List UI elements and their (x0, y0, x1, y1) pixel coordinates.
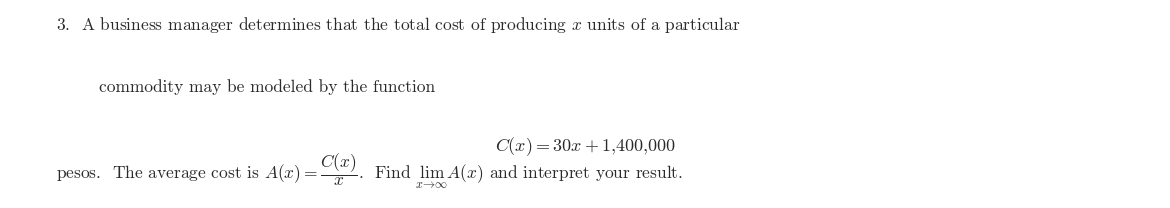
Text: $C(x) = 30x + 1{,}400{,}000$: $C(x) = 30x + 1{,}400{,}000$ (495, 135, 675, 158)
Text: commodity may be modeled by the function: commodity may be modeled by the function (99, 79, 435, 95)
Text: pesos.  The average cost is $A(x) = \dfrac{C(x)}{x}$.  Find $\lim_{x \to \infty}: pesos. The average cost is $A(x) = \dfra… (56, 152, 683, 191)
Text: 3.  A business manager determines that the total cost of producing $x$ units of : 3. A business manager determines that th… (56, 15, 741, 35)
